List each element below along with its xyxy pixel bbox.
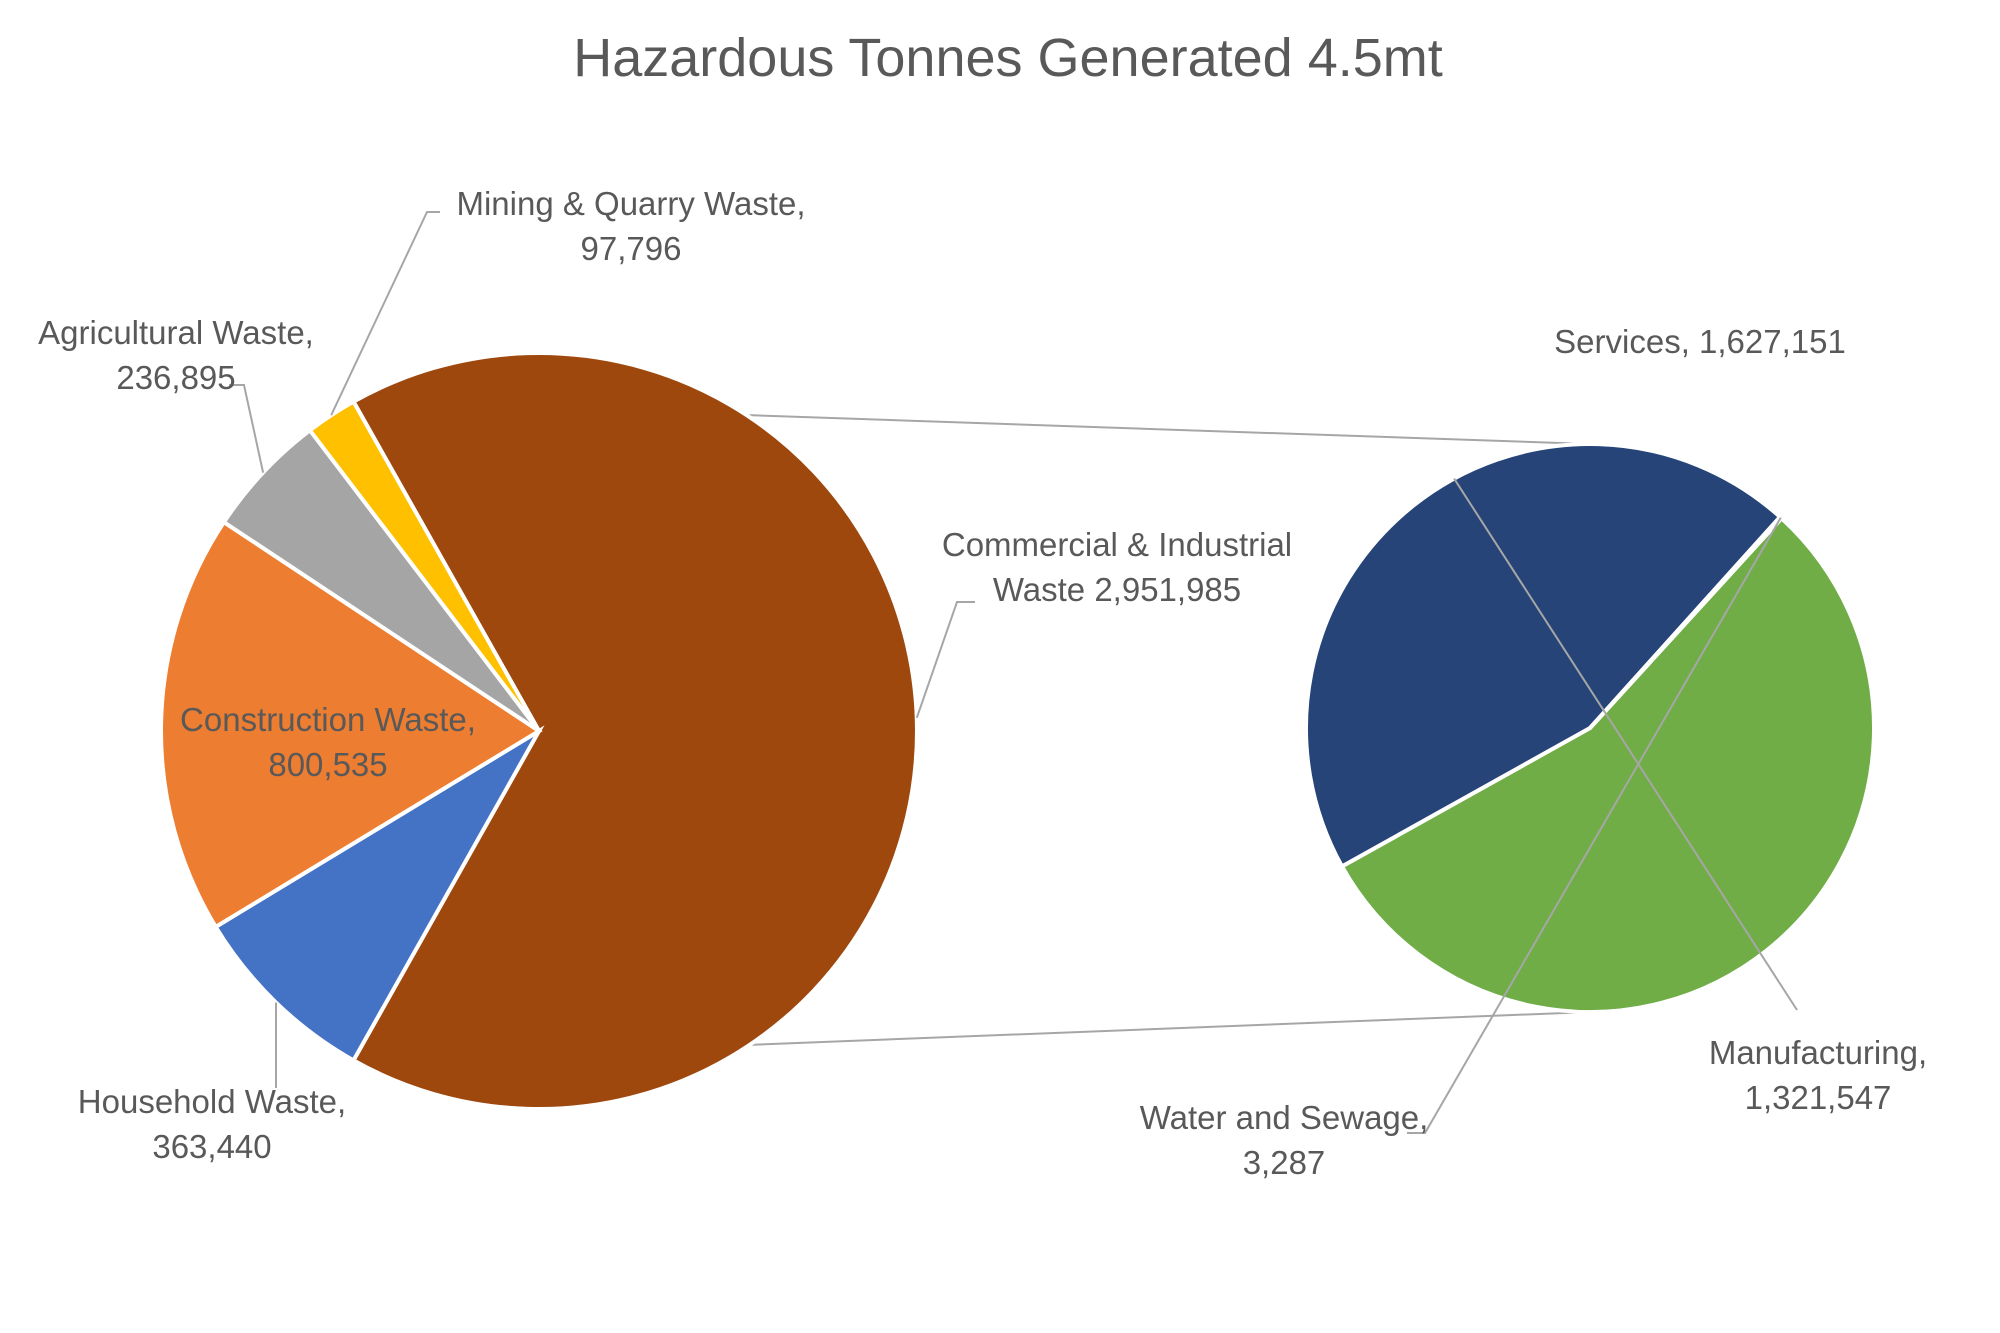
slice-mining-and-quarry-waste: [307, 398, 541, 733]
label-manufacturing: Manufacturing, 1,321,547: [1709, 1034, 1927, 1116]
data-labels: Commercial & Industrial Waste 2,951,985 Ho…: [38, 185, 1927, 1181]
leader-mining-quarry-waste: [330, 211, 440, 416]
label-agricultural-waste: Agricultural Waste, 236,895: [38, 314, 314, 396]
leader-commercial-industrial-waste: [915, 601, 975, 719]
leader-lines: [229, 211, 1798, 1134]
slice-construction-waste: [158, 519, 543, 930]
label-mining-quarry-waste: Mining & Quarry Waste, 97,796: [456, 185, 805, 267]
leader-water-and-sewage: [1407, 517, 1782, 1134]
chart-title: Hazardous Tonnes Generated 4.5mt: [573, 28, 1443, 88]
slice-manufacturing: [1304, 442, 1783, 870]
label-construction-waste: Construction Waste, 800,535: [180, 701, 476, 783]
label-water-and-sewage: Water and Sewage, 3,287: [1140, 1099, 1429, 1181]
slice-commercial-and-industrial-waste: [350, 351, 919, 1111]
breakdown-pie: [1304, 442, 1877, 1014]
main-pie: [158, 351, 919, 1111]
label-commercial-industrial-waste: Commercial & Industrial Waste 2,951,985: [942, 526, 1292, 608]
label-household-waste: Household Waste, 363,440: [78, 1083, 346, 1165]
slice-services: [1339, 515, 1877, 1014]
leader-agricultural-waste: [229, 384, 265, 473]
leader-manufacturing: [1453, 478, 1798, 1011]
label-services: Services, 1,627,151: [1554, 323, 1846, 360]
